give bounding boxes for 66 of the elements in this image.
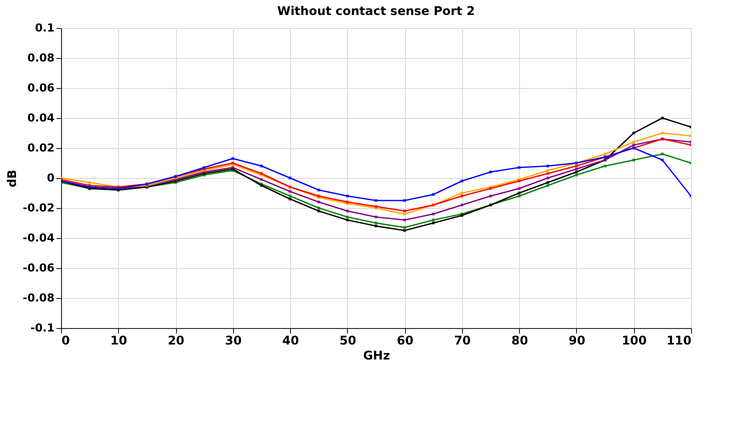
x-tick-label: 90 <box>568 334 586 348</box>
point <box>317 200 320 204</box>
point <box>632 144 636 146</box>
point <box>660 116 664 120</box>
point <box>231 157 234 160</box>
point <box>546 169 550 172</box>
chart-title: Without contact sense Port 2 <box>277 4 475 18</box>
point <box>346 216 349 218</box>
point <box>403 212 406 216</box>
point <box>432 218 435 222</box>
line-series <box>61 146 691 202</box>
x-axis-title: GHz <box>363 348 390 362</box>
point <box>432 212 435 216</box>
point <box>518 187 521 190</box>
y-tick-label: 0.06 <box>27 82 55 94</box>
point <box>546 164 550 168</box>
x-tick-label: 20 <box>168 334 184 348</box>
y-tick-label: -0.02 <box>22 202 54 214</box>
point <box>546 176 550 180</box>
x-tick-label: 110 <box>666 334 692 348</box>
point <box>317 188 320 192</box>
point <box>518 166 521 169</box>
point <box>432 193 435 196</box>
point <box>660 152 664 156</box>
point <box>632 158 636 162</box>
x-tick-label: 80 <box>511 334 528 348</box>
y-tick-label: -0.06 <box>22 262 55 274</box>
x-tick-label: 30 <box>224 334 242 348</box>
x-tick-label: 50 <box>340 334 356 348</box>
y-tick-label: 0.08 <box>27 52 54 64</box>
x-tick-label: 70 <box>454 334 471 348</box>
point <box>518 194 521 198</box>
y-tick-label: -0.1 <box>30 322 54 334</box>
x-tick-label: 10 <box>110 334 128 348</box>
y-tick-label: -0.04 <box>22 232 55 244</box>
point <box>403 229 406 232</box>
line-series <box>61 116 691 232</box>
point <box>403 210 406 212</box>
point <box>403 218 406 222</box>
point <box>317 206 320 210</box>
point <box>346 194 349 198</box>
point <box>632 140 636 144</box>
y-tick-label: 0.04 <box>27 112 55 124</box>
point <box>660 158 664 162</box>
point <box>403 226 406 229</box>
point <box>403 199 406 202</box>
point <box>88 181 92 184</box>
point <box>518 192 521 194</box>
point <box>346 210 349 212</box>
x-tick-label: 60 <box>396 334 414 348</box>
point <box>346 218 349 222</box>
x-tick-label: 100 <box>622 334 647 348</box>
point <box>546 184 550 187</box>
y-tick-label: -0.08 <box>22 292 54 304</box>
point <box>317 210 320 212</box>
point <box>432 222 435 224</box>
point <box>546 181 550 184</box>
point <box>546 172 550 175</box>
point <box>660 132 664 134</box>
y-axis-title: dB <box>4 170 19 188</box>
x-tick-label: 0 <box>62 334 70 348</box>
y-tick-label: 0.1 <box>35 22 54 34</box>
y-tick-label: 0.02 <box>27 142 54 154</box>
point <box>632 132 636 134</box>
y-tick-label: 0 <box>46 172 55 184</box>
x-tick-label: 40 <box>282 334 299 348</box>
